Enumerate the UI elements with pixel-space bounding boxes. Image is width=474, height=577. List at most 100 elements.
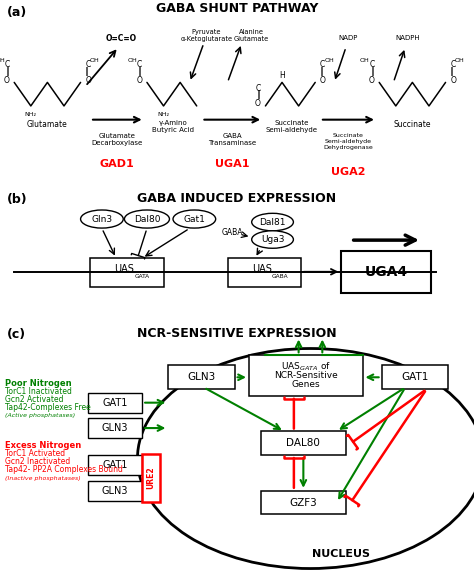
- Text: UGA4: UGA4: [365, 265, 408, 279]
- Text: ‖: ‖: [320, 67, 324, 76]
- Text: O: O: [450, 76, 456, 85]
- Text: OH: OH: [128, 58, 137, 63]
- Ellipse shape: [173, 210, 216, 228]
- Text: NUCLEUS: NUCLEUS: [312, 549, 370, 559]
- Text: Poor Nitrogen: Poor Nitrogen: [5, 379, 72, 388]
- Text: C: C: [137, 60, 142, 69]
- Text: Excess Nitrogen: Excess Nitrogen: [5, 441, 81, 451]
- Text: GABA: GABA: [272, 273, 288, 279]
- Text: UAS: UAS: [252, 264, 272, 274]
- Text: Tap42-Complexes Free: Tap42-Complexes Free: [5, 403, 91, 412]
- Text: ‖: ‖: [450, 67, 454, 76]
- Text: O: O: [4, 76, 9, 85]
- Text: (b): (b): [7, 193, 28, 207]
- Text: C: C: [369, 60, 374, 69]
- Bar: [341, 250, 431, 293]
- Bar: [142, 455, 160, 502]
- Text: Gcn2 Activated: Gcn2 Activated: [5, 395, 63, 404]
- Text: OH: OH: [360, 58, 370, 63]
- Text: GAT1: GAT1: [102, 398, 128, 408]
- Bar: [249, 355, 363, 396]
- Text: Dal80: Dal80: [134, 215, 160, 223]
- Text: NH₂: NH₂: [25, 112, 37, 117]
- Text: GAT1: GAT1: [102, 460, 128, 470]
- Text: ‖: ‖: [257, 91, 261, 99]
- Text: Succinate
Semi-aldehyde: Succinate Semi-aldehyde: [265, 119, 318, 133]
- Text: NCR-SENSITIVE EXPRESSION: NCR-SENSITIVE EXPRESSION: [137, 327, 337, 339]
- Text: C: C: [255, 84, 261, 93]
- Text: Gln3: Gln3: [91, 215, 112, 223]
- Bar: [88, 481, 142, 501]
- Text: Uga3: Uga3: [261, 235, 284, 244]
- Bar: [88, 455, 142, 475]
- Text: C: C: [4, 60, 9, 69]
- Text: URE2: URE2: [147, 467, 155, 489]
- Text: NADP: NADP: [339, 35, 358, 42]
- Text: (Active phosphatases): (Active phosphatases): [5, 413, 75, 418]
- Ellipse shape: [81, 210, 123, 228]
- Bar: [88, 392, 142, 413]
- Text: O: O: [85, 76, 91, 85]
- Text: OH: OH: [0, 58, 5, 63]
- Text: GABA INDUCED EXPRESSION: GABA INDUCED EXPRESSION: [137, 192, 337, 205]
- Ellipse shape: [252, 213, 293, 231]
- Text: O=C=O: O=C=O: [105, 34, 137, 43]
- Text: (a): (a): [7, 6, 27, 19]
- Text: Tap42- PP2A Complexes Bound: Tap42- PP2A Complexes Bound: [5, 464, 123, 474]
- Text: OH: OH: [90, 58, 100, 63]
- Text: OH: OH: [455, 58, 465, 63]
- Bar: [228, 258, 301, 287]
- Text: UAS: UAS: [115, 264, 134, 274]
- Text: Gcn2 Inactivated: Gcn2 Inactivated: [5, 457, 70, 466]
- Ellipse shape: [252, 231, 293, 248]
- Text: NADPH: NADPH: [395, 35, 420, 42]
- Text: C: C: [320, 60, 325, 69]
- Text: Glutamate: Glutamate: [27, 119, 68, 129]
- Text: Pyruvate
α-Ketoglutarate: Pyruvate α-Ketoglutarate: [180, 29, 232, 43]
- Bar: [261, 432, 346, 455]
- Text: O: O: [255, 99, 261, 108]
- Text: NCR-Sensitive: NCR-Sensitive: [274, 371, 337, 380]
- Text: Dal81: Dal81: [259, 218, 286, 227]
- Ellipse shape: [137, 349, 474, 568]
- Text: GAT1: GAT1: [401, 372, 428, 383]
- Bar: [90, 258, 164, 287]
- Text: (Inactive phosphatases): (Inactive phosphatases): [5, 475, 81, 481]
- Text: O: O: [369, 76, 374, 85]
- Text: ‖: ‖: [138, 67, 142, 76]
- Text: DAL80: DAL80: [286, 439, 320, 448]
- Text: Succinate
Semi-aldehyde
Dehydrogenase: Succinate Semi-aldehyde Dehydrogenase: [324, 133, 373, 150]
- Text: (c): (c): [7, 328, 26, 341]
- Text: GLN3: GLN3: [187, 372, 216, 383]
- Text: UGA1: UGA1: [215, 159, 249, 169]
- Text: GZF3: GZF3: [290, 497, 317, 508]
- Bar: [168, 365, 235, 389]
- Text: TorC1 Inactivated: TorC1 Inactivated: [5, 387, 72, 396]
- Text: Alanine
Glutamate: Alanine Glutamate: [234, 29, 269, 43]
- Text: ‖: ‖: [6, 67, 9, 76]
- Text: GABA SHUNT PATHWAY: GABA SHUNT PATHWAY: [156, 2, 318, 15]
- Text: Genes: Genes: [292, 380, 320, 389]
- Text: GABA
Transaminase: GABA Transaminase: [208, 133, 256, 147]
- Text: GLN3: GLN3: [102, 486, 128, 496]
- Text: NH₂: NH₂: [157, 112, 170, 117]
- Text: GAD1: GAD1: [100, 159, 135, 169]
- Text: Glutamate
Decarboxylase: Glutamate Decarboxylase: [91, 133, 143, 147]
- Text: OH: OH: [325, 58, 334, 63]
- Text: O: O: [320, 76, 326, 85]
- Text: Succinate: Succinate: [393, 119, 431, 129]
- Text: H: H: [279, 71, 285, 80]
- Text: GABA: GABA: [222, 228, 243, 237]
- Bar: [261, 490, 346, 514]
- Text: C: C: [85, 60, 91, 69]
- Text: TorC1 Activated: TorC1 Activated: [5, 449, 65, 458]
- Text: UAS$_{GATA}$ of: UAS$_{GATA}$ of: [281, 361, 331, 373]
- Text: γ-Amino
Butyric Acid: γ-Amino Butyric Acid: [152, 119, 194, 133]
- Ellipse shape: [124, 210, 170, 228]
- Text: O: O: [137, 76, 142, 85]
- Text: GATA: GATA: [135, 273, 150, 279]
- Text: ‖: ‖: [371, 67, 374, 76]
- Text: Gat1: Gat1: [183, 215, 205, 223]
- Text: ‖: ‖: [85, 67, 89, 76]
- Text: C: C: [450, 60, 456, 69]
